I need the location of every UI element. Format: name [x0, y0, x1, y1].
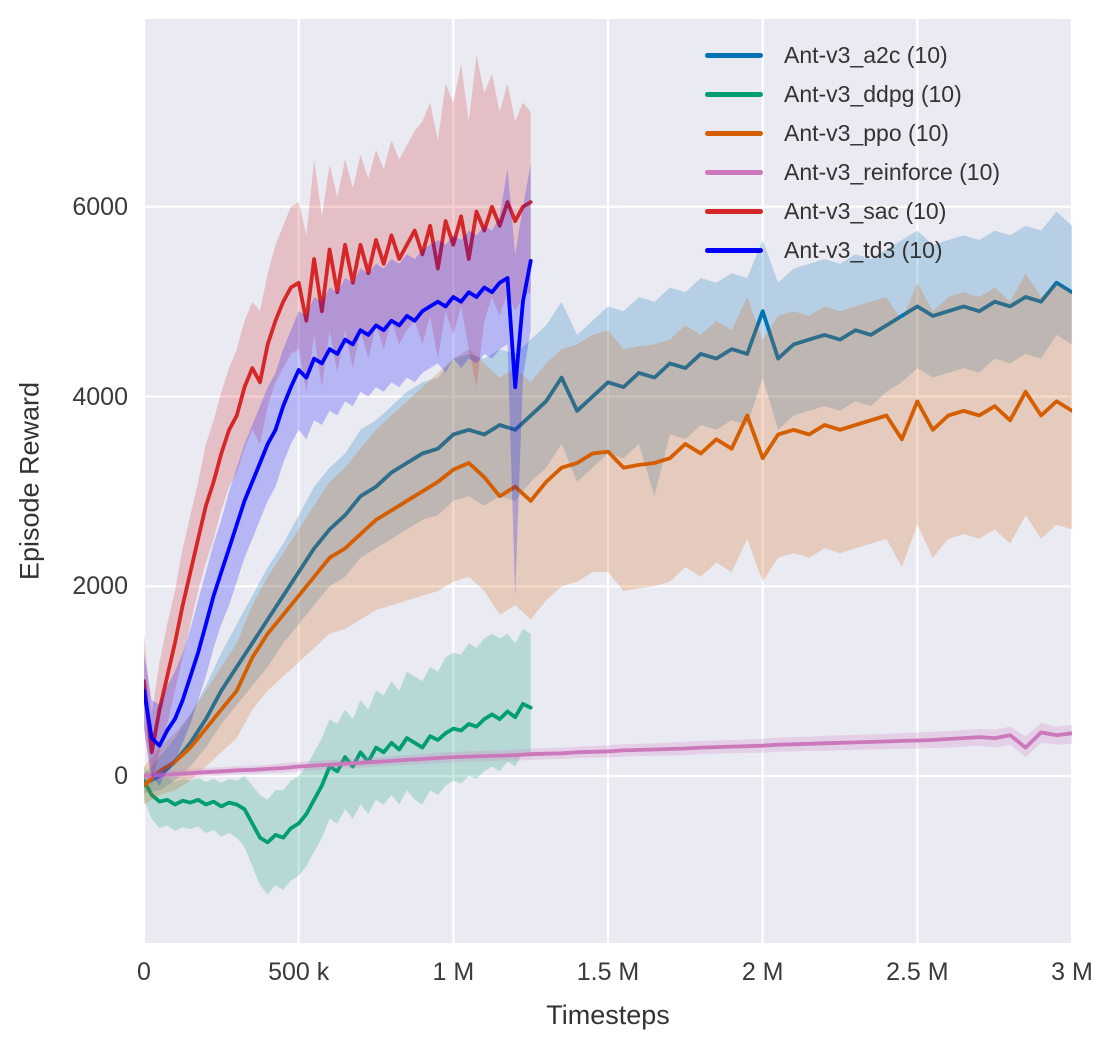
- legend-line-icon: [705, 209, 763, 214]
- legend-item-reinforce: Ant-v3_reinforce (10): [705, 153, 1000, 192]
- legend-line-icon: [705, 53, 763, 58]
- legend-item-ppo: Ant-v3_ppo (10): [705, 114, 1000, 153]
- band-a2c: [144, 211, 1072, 794]
- legend-label: Ant-v3_reinforce (10): [784, 159, 1001, 185]
- band-ddpg: [144, 629, 531, 895]
- x-tick-label: 1.5 M: [576, 958, 640, 986]
- legend-item-td3: Ant-v3_td3 (10): [705, 231, 1000, 270]
- legend-item-ddpg: Ant-v3_ddpg (10): [705, 75, 1000, 114]
- y-tick-label: 6000: [72, 192, 128, 221]
- y-tick-label: 2000: [72, 572, 128, 601]
- legend-item-a2c: Ant-v3_a2c (10): [705, 36, 1000, 75]
- x-tick-label: 0: [137, 958, 151, 986]
- x-tick-label: 500 k: [268, 958, 330, 986]
- band-ppo: [144, 273, 1072, 805]
- y-tick-label: 4000: [72, 382, 128, 411]
- legend-item-sac: Ant-v3_sac (10): [705, 192, 1000, 231]
- line-td3: [144, 259, 533, 748]
- line-sac: [144, 200, 533, 755]
- line-ppo: [144, 389, 1072, 788]
- legend: Ant-v3_a2c (10) Ant-v3_ddpg (10) Ant-v3_pp…: [705, 36, 1000, 270]
- band-td3: [144, 164, 531, 786]
- line-a2c: [144, 280, 1072, 786]
- x-tick-label: 2 M: [741, 958, 784, 986]
- legend-label: Ant-v3_sac (10): [784, 198, 947, 224]
- x-tick-label: 3 M: [1051, 958, 1093, 986]
- y-axis-label: Episode Reward: [14, 381, 45, 581]
- x-tick-label: 2.5 M: [886, 958, 949, 986]
- line-ddpg: [144, 702, 533, 845]
- legend-line-icon: [705, 170, 763, 175]
- legend-label: Ant-v3_td3 (10): [784, 237, 943, 263]
- legend-label: Ant-v3_ppo (10): [784, 120, 949, 146]
- y-tick-label: 0: [114, 762, 128, 791]
- x-axis-label: Timesteps: [546, 1000, 670, 1030]
- legend-line-icon: [705, 92, 763, 97]
- x-tick-label: 1 M: [432, 958, 475, 986]
- legend-line-icon: [705, 248, 763, 253]
- line-reinforce: [144, 730, 1072, 778]
- legend-line-icon: [705, 131, 763, 136]
- legend-label: Ant-v3_a2c (10): [784, 42, 948, 68]
- legend-label: Ant-v3_ddpg (10): [784, 81, 962, 107]
